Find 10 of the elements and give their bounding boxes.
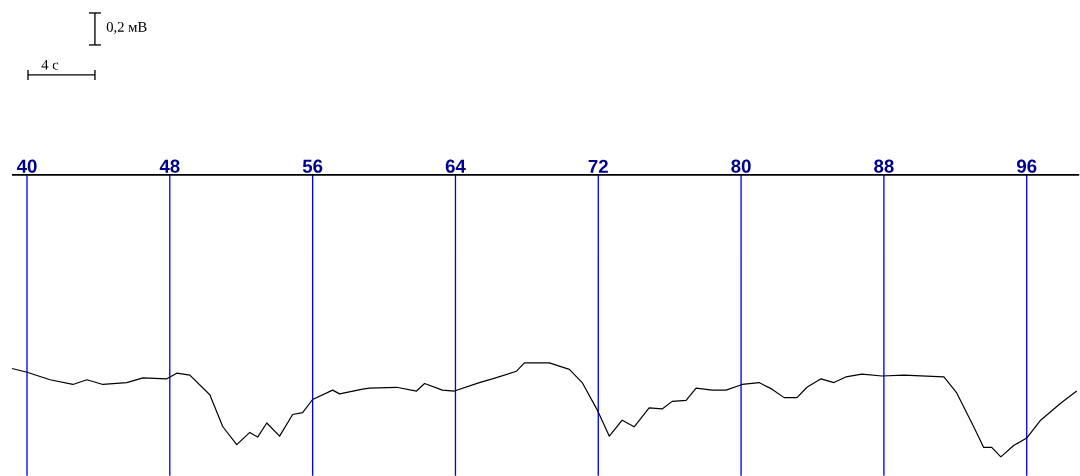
x-tick-label: 88 bbox=[874, 159, 894, 173]
x-tick-label: 80 bbox=[731, 159, 751, 173]
x-tick-label: 40 bbox=[16, 159, 37, 173]
x-tick-label: 48 bbox=[159, 159, 180, 173]
text: 4 с bbox=[41, 59, 59, 70]
x-tick-label: 56 bbox=[302, 159, 323, 173]
text: 0,2 мВ bbox=[106, 21, 147, 34]
x-tick-label: 72 bbox=[588, 159, 608, 173]
x-tick-label: 64 bbox=[445, 159, 466, 173]
x-tick-label: 96 bbox=[1016, 159, 1037, 173]
